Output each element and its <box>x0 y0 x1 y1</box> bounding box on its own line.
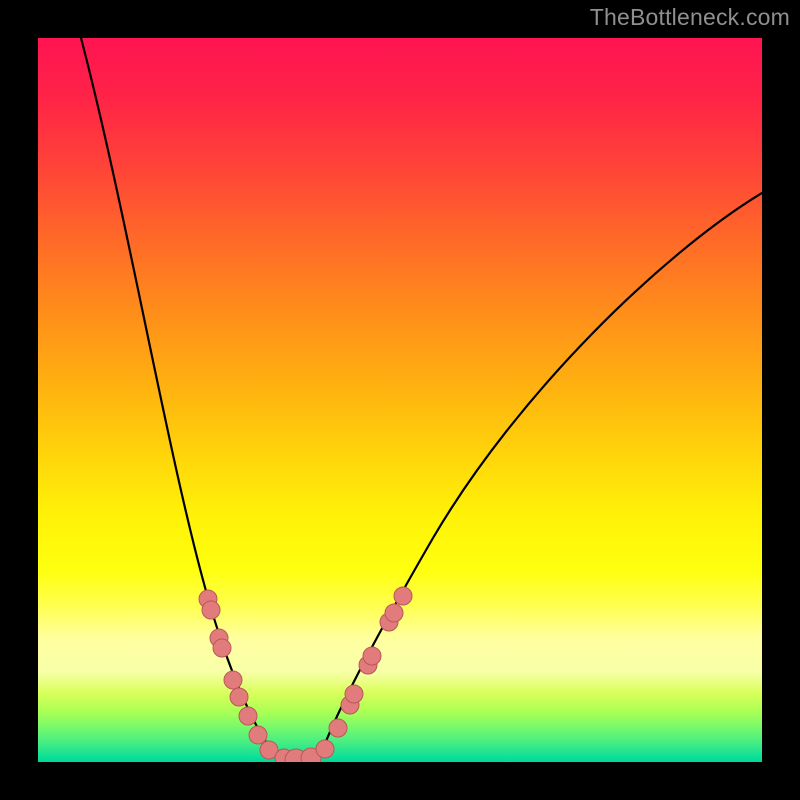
data-marker <box>230 688 248 706</box>
data-marker <box>316 740 334 758</box>
data-marker <box>385 604 403 622</box>
data-marker <box>394 587 412 605</box>
watermark-text: TheBottleneck.com <box>590 4 790 31</box>
outer-frame: TheBottleneck.com <box>0 0 800 800</box>
data-marker <box>224 671 242 689</box>
plot-area <box>38 38 762 762</box>
data-marker <box>239 707 257 725</box>
data-marker <box>213 639 231 657</box>
data-marker <box>249 726 267 744</box>
chart-svg <box>38 38 762 762</box>
gradient-background <box>38 38 762 762</box>
data-marker <box>202 601 220 619</box>
data-marker <box>363 647 381 665</box>
data-marker <box>345 685 363 703</box>
data-marker <box>329 719 347 737</box>
